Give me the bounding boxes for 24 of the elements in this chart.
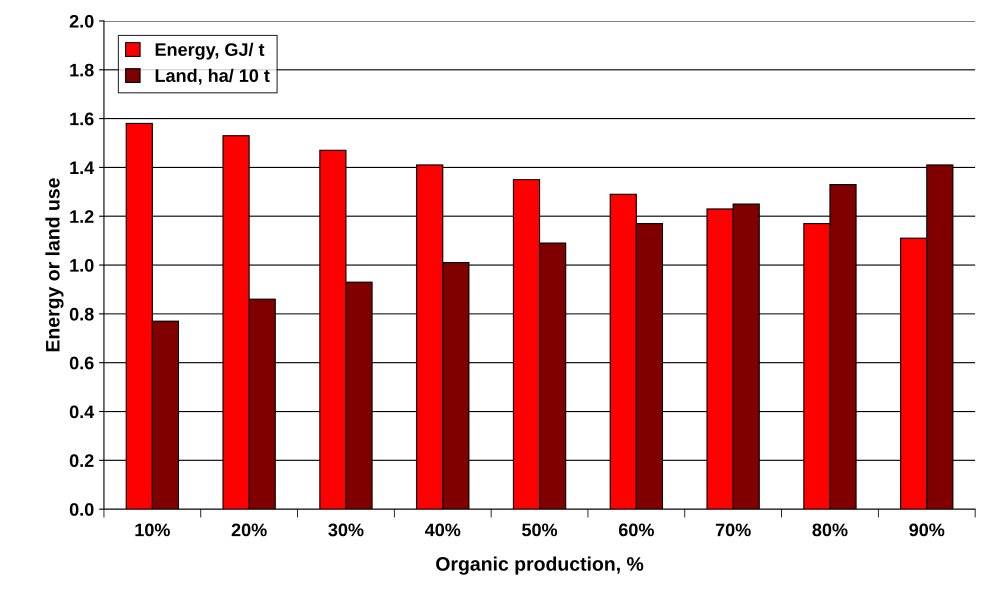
x-tick-label: 60% [618, 524, 654, 536]
x-axis-title: Organic production, % [436, 556, 644, 575]
legend-label: Land, ha/ 10 t [156, 68, 270, 85]
y-tick-label: 1.4 [70, 162, 94, 174]
y-tick-label: 1.8 [70, 64, 94, 77]
y-tick-label: 0.4 [70, 405, 94, 418]
y-axis-title: Energy or land use [45, 178, 64, 352]
y-tick-label: 1.6 [70, 112, 94, 126]
x-tick-label: 40% [424, 524, 460, 536]
x-tick-label: 80% [812, 524, 848, 536]
x-tick-label: 70% [716, 524, 751, 536]
x-tick-label: 90% [909, 524, 944, 536]
y-tick-label: 0.2 [70, 454, 94, 468]
y-tick-label: 0.0 [70, 503, 94, 516]
x-tick-label: 20% [232, 524, 267, 536]
y-tick-label: 0.6 [70, 356, 94, 370]
y-tick-label: 2.0 [70, 14, 94, 28]
y-tick-label: 1.0 [70, 258, 94, 272]
x-tick-label: 10% [135, 524, 170, 536]
legend-label: Energy, GJ/ t [156, 42, 264, 60]
x-tick-label: 30% [328, 524, 364, 536]
y-tick-label: 1.2 [70, 210, 94, 223]
x-tick-label: 50% [522, 524, 558, 536]
y-tick-label: 0.8 [70, 308, 94, 321]
